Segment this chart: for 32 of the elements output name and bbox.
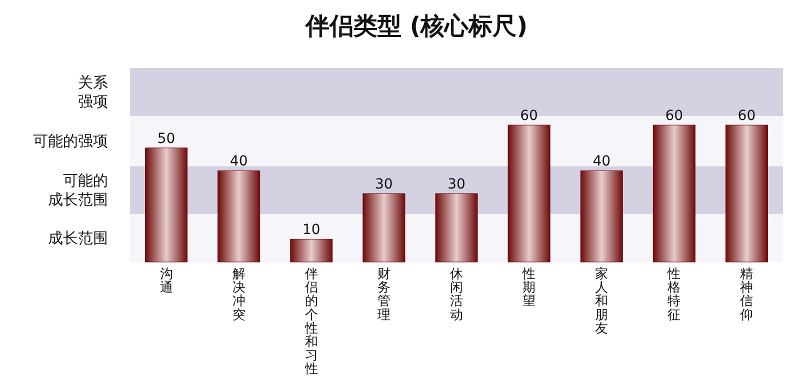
- band-label: 成长范围: [48, 229, 108, 248]
- data-label: 40: [592, 154, 611, 170]
- bar: [362, 193, 406, 262]
- bar: [290, 238, 333, 262]
- data-label: 50: [157, 130, 176, 147]
- x-tick-label: 性格特征: [666, 267, 681, 323]
- data-label: 60: [665, 108, 684, 124]
- bar: [580, 170, 623, 262]
- x-tick-label: 休闲活动: [450, 267, 463, 323]
- band-label: 可能的成长范围: [48, 172, 108, 209]
- bar: [145, 148, 188, 262]
- data-label: 40: [230, 154, 248, 170]
- bar: [725, 124, 768, 262]
- bar: [218, 170, 260, 262]
- bar: [652, 124, 696, 262]
- data-label: 60: [738, 108, 756, 124]
- x-tick-label: 沟通: [160, 267, 173, 296]
- x-tick-label: 财务管理: [377, 267, 390, 323]
- data-label: 30: [448, 176, 466, 193]
- x-tick-label: 解决冲突: [232, 267, 246, 323]
- x-tick-label: 伴侣的个性和习性: [304, 267, 318, 378]
- bar: [508, 124, 550, 262]
- band-label: 关系强项: [78, 73, 108, 110]
- x-tick-label: 精神信仰: [740, 267, 754, 323]
- x-tick-label: 性期望: [522, 267, 536, 310]
- data-label: 10: [302, 222, 320, 238]
- bar: [435, 193, 478, 262]
- x-tick-label: 家人和朋友: [595, 266, 608, 336]
- data-label: 30: [375, 176, 393, 193]
- chart-title: 伴侣类型 (核心标尺): [304, 12, 528, 40]
- data-label: 60: [520, 108, 538, 124]
- band-label: 可能的强项: [33, 132, 108, 150]
